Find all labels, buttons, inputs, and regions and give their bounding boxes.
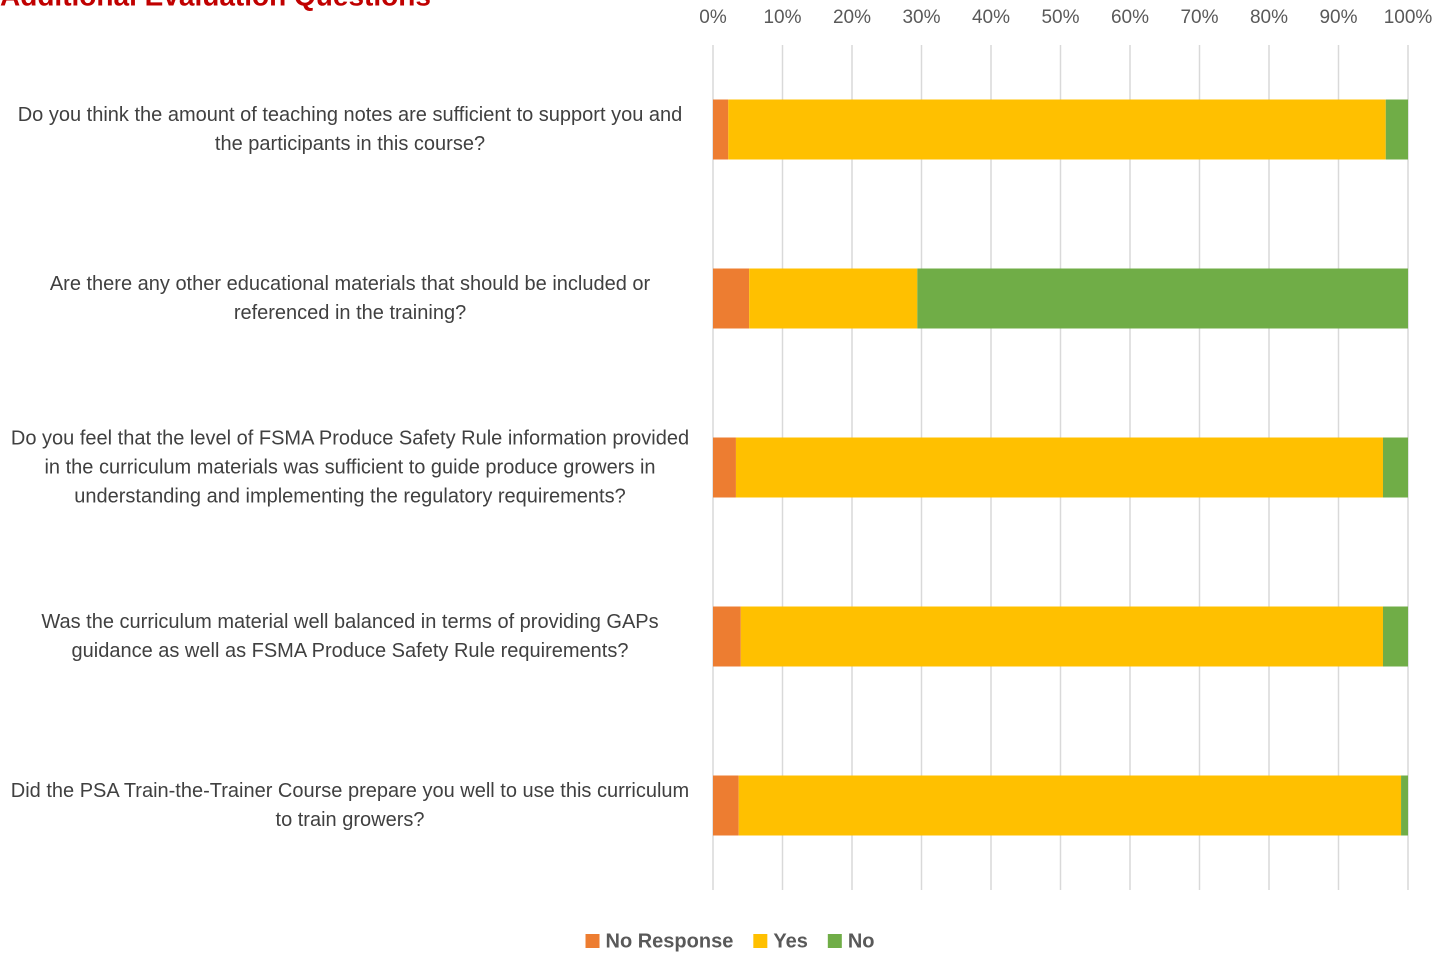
legend-label: No: [848, 930, 875, 952]
bar-segment: [738, 775, 1402, 836]
bar-segment: [713, 437, 736, 498]
x-tick-label: 30%: [902, 7, 940, 28]
category-label: Do you think the amount of teaching note…: [17, 103, 683, 155]
bar-segment: [735, 437, 1383, 498]
bar-segment: [713, 268, 750, 329]
legend-label: Yes: [773, 930, 807, 952]
bar-segment: [917, 268, 1408, 329]
chart-title: Additional Evaluation Questions: [0, 0, 431, 11]
legend-swatch: [585, 934, 600, 948]
bar-segment: [740, 606, 1383, 667]
category-label: Was the curriculum material well balance…: [41, 610, 659, 662]
legend-label: No Response: [606, 930, 734, 952]
x-tick-label: 100%: [1384, 7, 1433, 28]
x-tick-label: 10%: [763, 7, 801, 28]
bar-segment: [1382, 437, 1408, 498]
x-tick-label: 20%: [833, 7, 871, 28]
x-tick-label: 60%: [1111, 7, 1149, 28]
category-label: Do you feel that the level of FSMA Produ…: [10, 427, 690, 507]
bar-segment: [1382, 606, 1408, 667]
x-tick-label: 40%: [972, 7, 1010, 28]
bar-segment: [728, 99, 1386, 160]
legend-swatch: [753, 934, 768, 948]
x-tick-label: 50%: [1041, 7, 1079, 28]
bar-segment: [713, 775, 739, 836]
bar-segment: [1401, 775, 1408, 836]
bar-segment: [749, 268, 918, 329]
category-label: Are there any other educational material…: [49, 272, 651, 324]
x-tick-label: 90%: [1319, 7, 1357, 28]
bar-segment: [1385, 99, 1408, 160]
bar-segment: [713, 606, 741, 667]
x-tick-label: 70%: [1180, 7, 1218, 28]
x-tick-label: 0%: [699, 7, 727, 28]
category-label: Did the PSA Train-the-Trainer Course pre…: [10, 779, 690, 831]
bar-segment: [713, 99, 729, 160]
x-tick-label: 80%: [1250, 7, 1288, 28]
legend-swatch: [827, 934, 842, 948]
